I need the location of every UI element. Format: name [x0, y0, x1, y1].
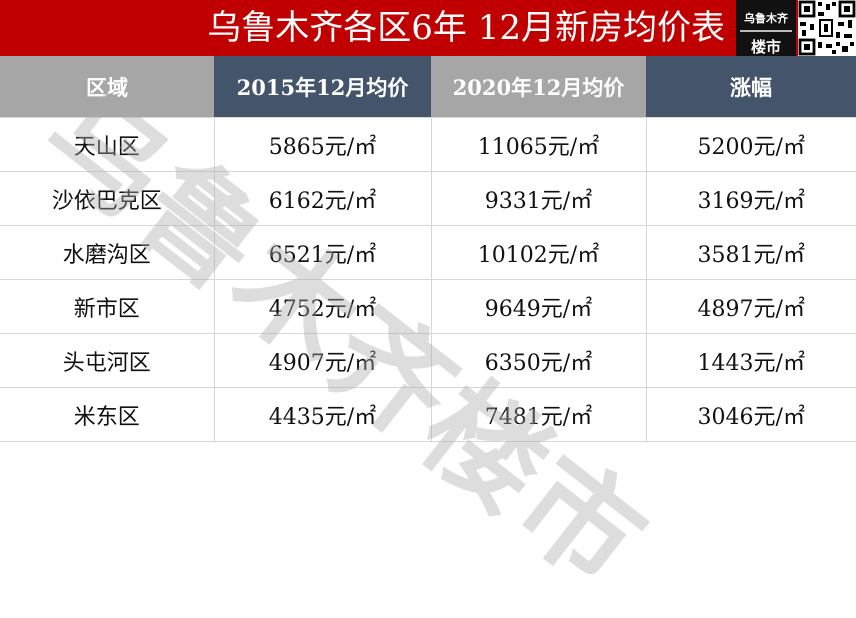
- table-row: 天山区 5865元/㎡ 11065元/㎡ 5200元/㎡: [0, 117, 856, 172]
- price-2020-cell: 6350元/㎡: [430, 333, 647, 388]
- increase-cell: 5200元/㎡: [645, 117, 856, 172]
- price-2015-cell: 4907元/㎡: [213, 333, 432, 388]
- district-cell: 头屯河区: [0, 333, 215, 388]
- district-cell: 沙依巴克区: [0, 171, 215, 226]
- district-cell: 水磨沟区: [0, 225, 215, 280]
- table-row: 米东区 4435元/㎡ 7481元/㎡ 3046元/㎡: [0, 387, 856, 442]
- increase-cell: 4897元/㎡: [645, 279, 856, 334]
- logo-line2: 楼市: [750, 38, 781, 56]
- price-2015-cell: 4435元/㎡: [213, 387, 432, 442]
- increase-cell: 3581元/㎡: [645, 225, 856, 280]
- table-row: 水磨沟区 6521元/㎡ 10102元/㎡ 3581元/㎡: [0, 225, 856, 280]
- district-cell: 新市区: [0, 279, 215, 334]
- district-cell: 天山区: [0, 117, 215, 172]
- title-bar: 乌鲁木齐各区6年 12月新房均价表 乌鲁木齐 楼市: [0, 0, 856, 56]
- header-2015-price: 2015年12月均价: [214, 56, 431, 118]
- table-header-row: 区域 2015年12月均价 2020年12月均价 涨幅: [0, 56, 856, 118]
- price-2015-cell: 6521元/㎡: [213, 225, 432, 280]
- increase-cell: 1443元/㎡: [645, 333, 856, 388]
- logo-line1: 乌鲁木齐: [744, 12, 788, 25]
- header-increase: 涨幅: [646, 56, 856, 118]
- price-2015-cell: 6162元/㎡: [213, 171, 432, 226]
- table-row: 沙依巴克区 6162元/㎡ 9331元/㎡ 3169元/㎡: [0, 171, 856, 226]
- price-2020-cell: 7481元/㎡: [430, 387, 647, 442]
- price-2015-cell: 5865元/㎡: [213, 117, 432, 172]
- logo-divider: [740, 30, 792, 32]
- brand-logo: 乌鲁木齐 楼市: [736, 0, 796, 56]
- table-row: 新市区 4752元/㎡ 9649元/㎡ 4897元/㎡: [0, 279, 856, 334]
- price-2020-cell: 10102元/㎡: [430, 225, 647, 280]
- price-table: 区域 2015年12月均价 2020年12月均价 涨幅 天山区 5865元/㎡ 11…: [0, 56, 856, 442]
- table-row: 头屯河区 4907元/㎡ 6350元/㎡ 1443元/㎡: [0, 333, 856, 388]
- price-2020-cell: 9331元/㎡: [430, 171, 647, 226]
- qr-code-icon: [798, 0, 856, 56]
- increase-cell: 3046元/㎡: [645, 387, 856, 442]
- header-2020-price: 2020年12月均价: [431, 56, 646, 118]
- price-2015-cell: 4752元/㎡: [213, 279, 432, 334]
- price-2020-cell: 11065元/㎡: [430, 117, 647, 172]
- header-district: 区域: [0, 56, 214, 118]
- page-title: 乌鲁木齐各区6年 12月新房均价表: [207, 8, 725, 48]
- district-cell: 米东区: [0, 387, 215, 442]
- price-2020-cell: 9649元/㎡: [430, 279, 647, 334]
- increase-cell: 3169元/㎡: [645, 171, 856, 226]
